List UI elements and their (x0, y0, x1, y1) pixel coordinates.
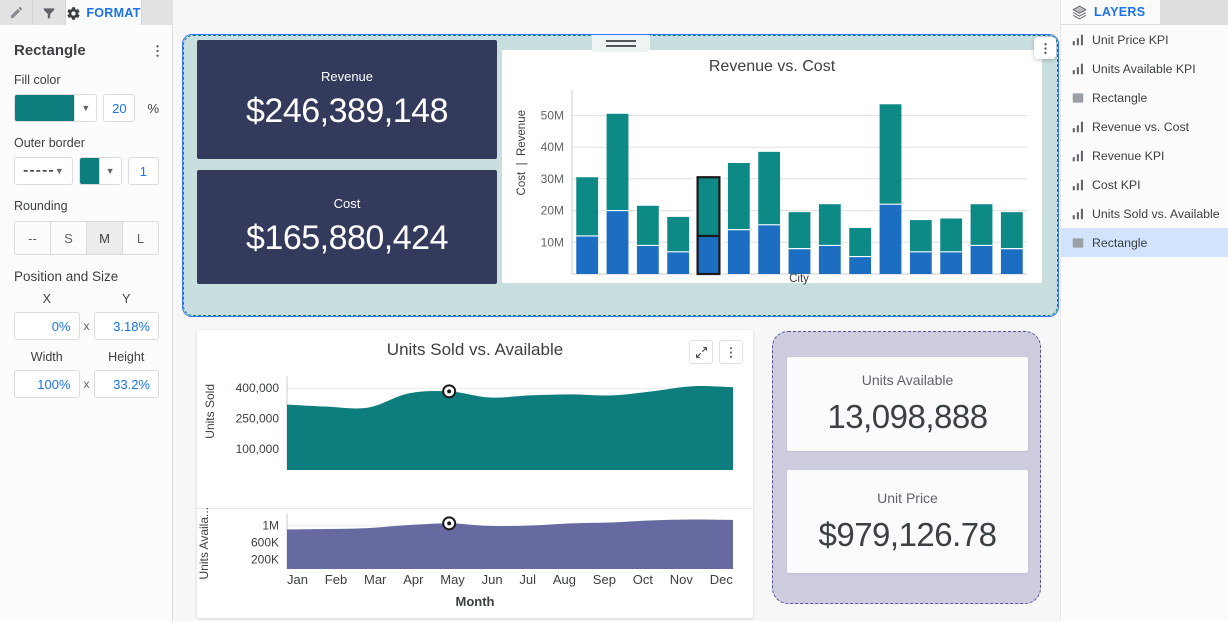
svg-text:200K: 200K (251, 553, 279, 567)
svg-text:1M: 1M (262, 519, 279, 533)
svg-text:600K: 600K (251, 536, 279, 550)
svg-text:400,000: 400,000 (236, 381, 280, 395)
svg-text:100,000: 100,000 (236, 442, 280, 456)
svg-text:250,000: 250,000 (236, 412, 280, 426)
